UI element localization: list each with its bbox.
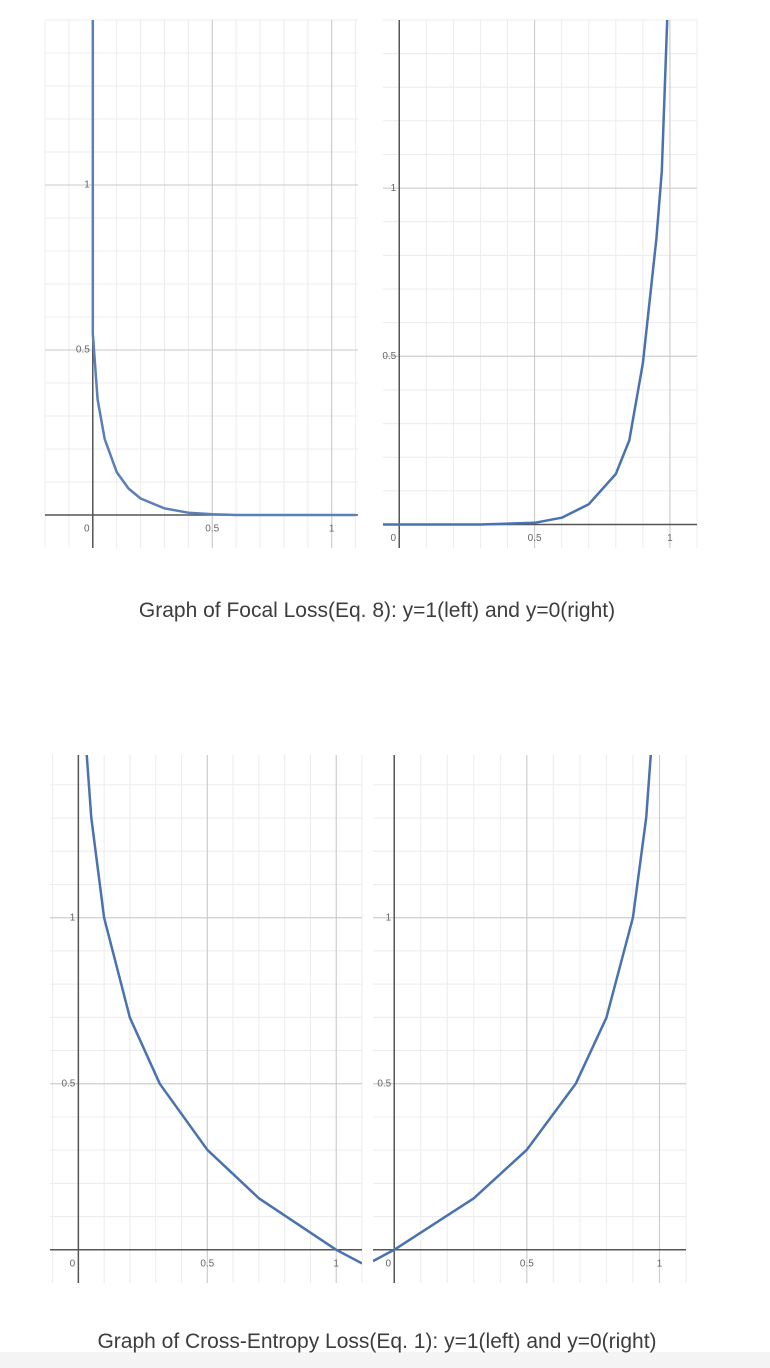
caption: Graph of Focal Loss(Eq. 8): y=1(left) an… [139, 599, 615, 622]
x-tick-label: 1 [667, 533, 673, 544]
bottom-strip [0, 1352, 770, 1368]
y-tick-label: 0.5 [76, 345, 90, 356]
chart: 0 0.5 1 0.5 1 [373, 755, 687, 1283]
y-tick-label: 1 [391, 183, 397, 194]
y-tick-label: 0.5 [382, 351, 396, 362]
y-tick-label: 0.5 [377, 1078, 391, 1089]
chart: 0 0.5 1 0.5 1 [382, 19, 698, 548]
chart: 0 0.5 1 0.5 1 [44, 19, 358, 548]
x-tick-label: 0.5 [528, 533, 542, 544]
x-tick-label: 0 [84, 524, 90, 535]
loss-curve [91, 20, 356, 517]
x-tick-label: 0.5 [520, 1258, 534, 1269]
chart: 0 0.5 1 0.5 1 [50, 755, 363, 1283]
loss-curve [373, 755, 653, 1263]
loss-curve [383, 20, 669, 526]
x-tick-label: 1 [329, 524, 335, 535]
x-tick-label: 1 [333, 1258, 339, 1269]
x-tick-label: 0 [385, 1258, 391, 1269]
caption: Graph of Cross-Entropy Loss(Eq. 1): y=1(… [97, 1330, 656, 1353]
x-tick-label: 1 [657, 1258, 663, 1269]
y-tick-label: 0.5 [61, 1078, 75, 1089]
x-tick-label: 0 [390, 533, 396, 544]
y-tick-label: 1 [84, 180, 90, 191]
loss-curve [85, 755, 362, 1265]
y-tick-label: 1 [70, 912, 76, 923]
x-tick-label: 0.5 [205, 524, 219, 535]
y-tick-label: 1 [386, 912, 392, 923]
x-tick-label: 0.5 [200, 1258, 214, 1269]
x-tick-label: 0 [70, 1258, 76, 1269]
